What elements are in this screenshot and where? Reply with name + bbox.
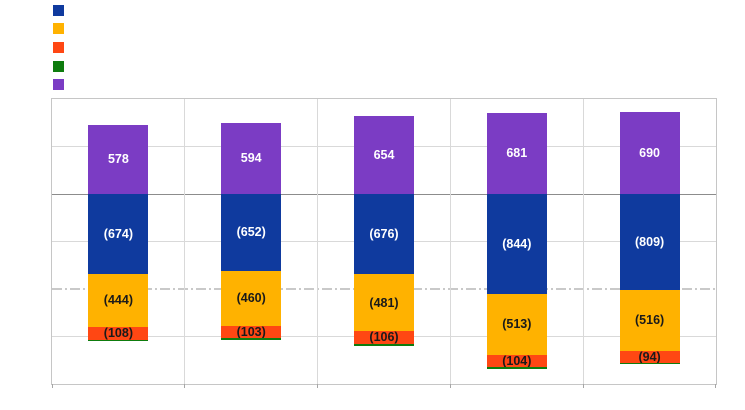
- bar-segment-blue: (674): [88, 194, 149, 275]
- bar-value-label: (94): [638, 349, 661, 364]
- bar-value-label: (444): [103, 293, 133, 308]
- bar-segment-purple: 578: [88, 125, 149, 194]
- bar-segment-orange: (103): [221, 324, 282, 339]
- bar-value-label: (652): [236, 225, 266, 240]
- bar-segment-blue: (809): [619, 194, 680, 291]
- bar-value-label: 690: [639, 145, 661, 160]
- bar-segment-yellow: (444): [88, 274, 149, 327]
- bar-segment-blue: (652): [221, 194, 282, 272]
- bar-segment-orange: (94): [619, 349, 680, 364]
- bar-segment-purple: 594: [221, 123, 282, 194]
- bar-segment-green: [486, 367, 547, 370]
- bar-segment-yellow: (481): [354, 274, 414, 332]
- bar-segment-blue: (676): [354, 194, 414, 275]
- bar-value-label: 594: [240, 151, 262, 166]
- bar-segment-blue: (844): [486, 194, 547, 295]
- axis-tick: [582, 384, 584, 388]
- bar-segment-yellow: (513): [486, 294, 547, 356]
- bar-value-label: 654: [373, 147, 395, 162]
- bar-value-label: (674): [103, 226, 133, 241]
- axis-tick: [184, 384, 186, 388]
- bar-segment-purple: 654: [354, 116, 414, 194]
- axis-tick: [449, 384, 451, 388]
- bar-segment-orange: (106): [354, 331, 414, 344]
- bar-segment-green: [619, 362, 680, 365]
- bar-segment-orange: (108): [88, 325, 149, 340]
- bar-value-label: (103): [236, 324, 266, 339]
- gridline-vertical: [582, 99, 584, 384]
- bar-value-label: (481): [369, 295, 399, 310]
- bar-value-label: (513): [502, 317, 532, 332]
- bar-segment-purple: 690: [619, 112, 680, 194]
- bar-value-label: (460): [236, 291, 266, 306]
- bar-value-label: (809): [635, 234, 665, 249]
- bar-segment-green: [88, 339, 149, 342]
- legend-swatch-purple: [53, 79, 64, 90]
- chart-legend: [0, 0, 745, 95]
- bar-value-label: 681: [506, 146, 528, 161]
- legend-swatch-blue: [53, 5, 64, 16]
- bar-segment-green: [354, 343, 414, 346]
- bar-value-label: (516): [635, 313, 665, 328]
- bar-segment-green: [221, 338, 282, 341]
- bar-value-label: (676): [369, 226, 399, 241]
- legend-swatch-yellow: [53, 23, 64, 34]
- axis-tick: [51, 384, 53, 388]
- axis-tick: [714, 384, 716, 388]
- bar-value-label: 578: [107, 152, 129, 167]
- bar-segment-yellow: (460): [221, 271, 282, 327]
- bar-value-label: (108): [103, 325, 133, 340]
- gridline-vertical: [184, 99, 186, 384]
- bar-segment-yellow: (516): [619, 290, 680, 352]
- bar-segment-purple: 681: [486, 113, 547, 194]
- bar-value-label: (106): [369, 330, 399, 345]
- axis-tick: [317, 384, 319, 388]
- gridline-vertical: [449, 99, 451, 384]
- gridline-vertical: [317, 99, 319, 384]
- bar-value-label: (844): [502, 236, 532, 251]
- legend-swatch-green: [53, 61, 64, 72]
- legend-swatch-orange: [53, 42, 64, 53]
- plot-area: (674) (444) (108) 578 (652) (460) (103) 594 (676…: [51, 98, 717, 388]
- bar-value-label: (104): [502, 354, 532, 369]
- bar-segment-orange: (104): [486, 354, 547, 369]
